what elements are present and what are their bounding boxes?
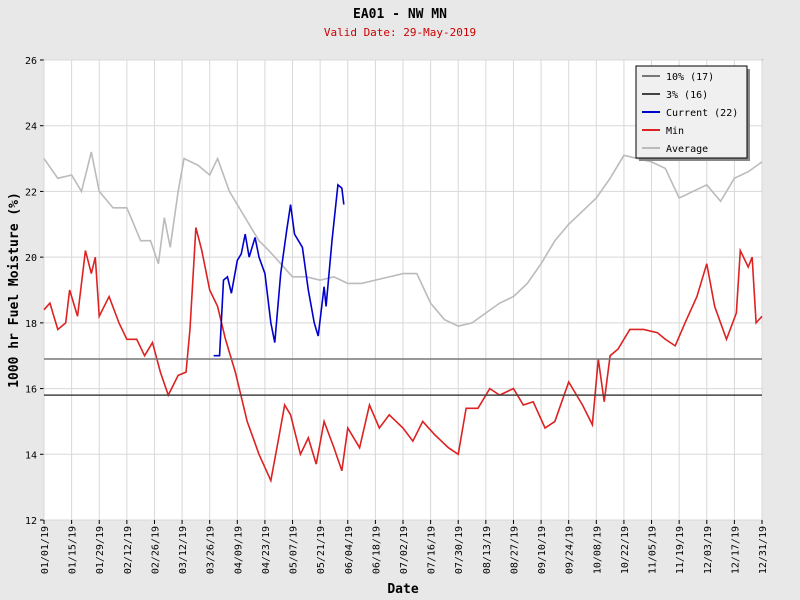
x-tick-label: 08/13/19 (482, 526, 493, 574)
x-tick-label: 11/05/19 (648, 526, 659, 574)
x-tick-label: 05/07/19 (289, 526, 300, 574)
x-tick-label: 07/02/19 (399, 526, 410, 574)
legend-label: 10% (17) (666, 72, 714, 83)
x-tick-label: 02/26/19 (150, 526, 161, 574)
x-tick-label: 06/18/19 (371, 526, 382, 574)
x-tick-label: 01/29/19 (95, 526, 106, 574)
legend-label: 3% (16) (666, 90, 708, 101)
chart-title: EA01 - NW MN (353, 7, 447, 22)
x-tick-label: 04/23/19 (261, 526, 272, 574)
legend: 10% (17) 3% (16) Current (22) Min Average (635, 65, 750, 161)
x-tick-label: 08/27/19 (509, 526, 520, 574)
x-tick-label: 09/24/19 (565, 526, 576, 574)
y-tick-label: 16 (25, 385, 37, 396)
legend-label: Average (666, 144, 708, 155)
x-tick-label: 10/08/19 (592, 526, 603, 574)
y-tick-label: 14 (25, 450, 37, 461)
x-tick-label: 01/01/19 (40, 526, 51, 574)
x-tick-label: 12/17/19 (730, 526, 741, 574)
x-tick-label: 07/30/19 (454, 526, 465, 574)
x-tick-label: 03/12/19 (178, 526, 189, 574)
y-tick-label: 22 (25, 187, 37, 198)
legend-label: Min (666, 126, 684, 137)
data-line (43, 151, 763, 327)
x-axis-label: Date (387, 582, 418, 597)
x-tick-label: 03/26/19 (206, 526, 217, 574)
legend-label: Current (22) (666, 108, 738, 119)
data-line (43, 227, 763, 484)
marks (43, 151, 763, 484)
x-tick-label: 11/19/19 (675, 526, 686, 574)
chart-subtitle: Valid Date: 29-May-2019 (324, 26, 476, 39)
x-tick-label: 04/09/19 (233, 526, 244, 574)
x-tick-label: 05/21/19 (316, 526, 327, 574)
grid: 12 14 16 18 20 22 24 26 01/01/19 01/15/19 01/29/19… (25, 56, 769, 574)
x-tick-label: 02/12/19 (123, 526, 134, 574)
y-axis-label: 1000 hr Fuel Moisture (%) (7, 192, 22, 388)
x-tick-label: 12/31/19 (758, 526, 769, 574)
y-tick-label: 24 (25, 122, 37, 133)
x-tick-label: 07/16/19 (427, 526, 438, 574)
x-tick-label: 01/15/19 (68, 526, 79, 574)
y-tick-label: 18 (25, 319, 37, 330)
y-tick-label: 26 (25, 56, 37, 67)
x-tick-label: 09/10/19 (537, 526, 548, 574)
x-tick-label: 10/22/19 (620, 526, 631, 574)
data-line (213, 183, 345, 357)
x-tick-label: 06/04/19 (344, 526, 355, 574)
y-tick-label: 20 (25, 253, 37, 264)
x-tick-label: 12/03/19 (703, 526, 714, 574)
y-tick-label: 12 (25, 516, 37, 527)
